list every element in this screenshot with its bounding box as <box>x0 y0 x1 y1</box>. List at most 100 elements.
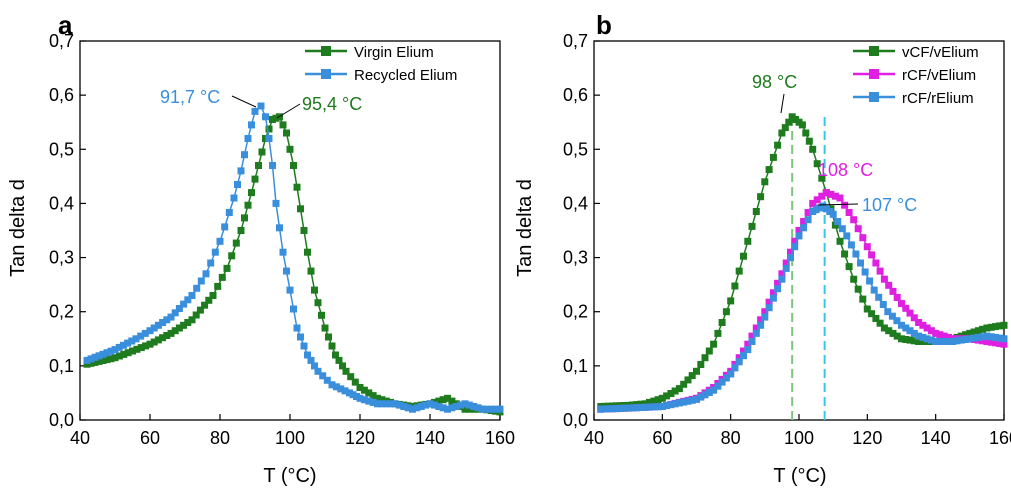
data-point <box>365 389 373 397</box>
data-point <box>906 336 914 344</box>
data-point <box>234 181 241 188</box>
data-point <box>146 340 154 348</box>
data-point <box>311 286 318 294</box>
data-point <box>444 394 451 402</box>
data-point <box>304 248 311 256</box>
data-point <box>180 300 188 308</box>
data-point <box>902 304 910 312</box>
data-point <box>992 323 999 331</box>
data-point <box>667 390 675 397</box>
data-point <box>744 346 752 354</box>
data-point <box>321 324 329 332</box>
data-point <box>435 403 443 410</box>
data-point <box>791 243 799 251</box>
data-point <box>838 225 846 233</box>
data-point <box>876 267 884 275</box>
data-point <box>983 324 991 332</box>
data-point <box>265 125 273 133</box>
data-point <box>718 319 726 326</box>
data-point <box>272 199 280 207</box>
data-point <box>936 331 944 339</box>
data-point <box>237 167 245 175</box>
data-point <box>735 267 743 275</box>
x-tick-label: 160 <box>989 428 1011 448</box>
data-point <box>337 385 345 393</box>
data-point <box>857 259 864 267</box>
data-point <box>107 355 115 363</box>
data-point <box>413 404 421 412</box>
data-point <box>150 324 158 332</box>
data-point <box>314 367 322 375</box>
data-point <box>850 275 858 283</box>
data-point <box>843 232 851 240</box>
data-point <box>992 333 999 341</box>
data-point <box>107 347 115 355</box>
data-point <box>244 135 252 142</box>
data-point <box>919 321 927 329</box>
data-point <box>822 189 830 197</box>
data-point <box>870 286 878 294</box>
data-point <box>342 367 350 375</box>
data-point <box>697 361 705 368</box>
data-point <box>714 329 722 337</box>
data-point <box>211 248 219 256</box>
data-point <box>675 385 683 393</box>
data-point <box>328 381 336 389</box>
data-point <box>609 405 616 413</box>
data-point <box>646 398 653 406</box>
data-point <box>983 332 991 340</box>
data-point <box>710 340 718 348</box>
data-point <box>470 403 478 410</box>
data-point <box>633 404 641 412</box>
data-point <box>885 327 893 335</box>
data-point <box>859 234 867 242</box>
data-point <box>778 275 786 283</box>
data-point <box>290 162 297 169</box>
data-point <box>171 327 179 335</box>
data-point <box>360 396 368 404</box>
data-point <box>356 394 364 402</box>
data-point <box>987 333 995 341</box>
legend-marker-recycled <box>321 69 331 79</box>
x-tick-label: 140 <box>415 428 445 448</box>
data-point <box>804 209 812 216</box>
data-point <box>448 397 456 405</box>
data-point <box>483 405 491 413</box>
data-point <box>970 328 978 336</box>
data-point <box>827 190 835 198</box>
data-point <box>809 145 817 153</box>
data-point <box>791 237 799 245</box>
data-point <box>99 350 107 358</box>
data-point <box>818 192 826 200</box>
data-point <box>304 351 311 359</box>
data-point <box>910 314 918 322</box>
data-point <box>802 129 810 137</box>
data-point <box>378 400 386 408</box>
data-point <box>654 396 662 404</box>
data-point <box>435 397 443 405</box>
data-point <box>688 372 696 380</box>
data-point <box>167 313 175 321</box>
data-point <box>859 295 867 303</box>
data-point <box>818 174 826 182</box>
data-point <box>945 338 952 345</box>
series-recycled-elium <box>83 102 504 413</box>
data-point <box>675 399 683 407</box>
data-point <box>378 396 386 404</box>
data-point <box>992 339 999 347</box>
data-point <box>171 309 179 317</box>
data-point <box>785 118 793 126</box>
data-point <box>159 334 167 342</box>
data-point <box>115 352 123 360</box>
data-point <box>430 401 438 409</box>
data-point <box>731 364 739 372</box>
data-point <box>650 397 658 405</box>
data-point <box>854 225 862 233</box>
data-point <box>836 237 844 245</box>
x-tick-label: 80 <box>721 428 741 448</box>
data-point <box>910 329 918 337</box>
data-point <box>417 403 425 410</box>
y-tick-label: 0,6 <box>49 85 74 105</box>
data-point <box>996 340 1004 347</box>
data-point <box>983 338 991 345</box>
